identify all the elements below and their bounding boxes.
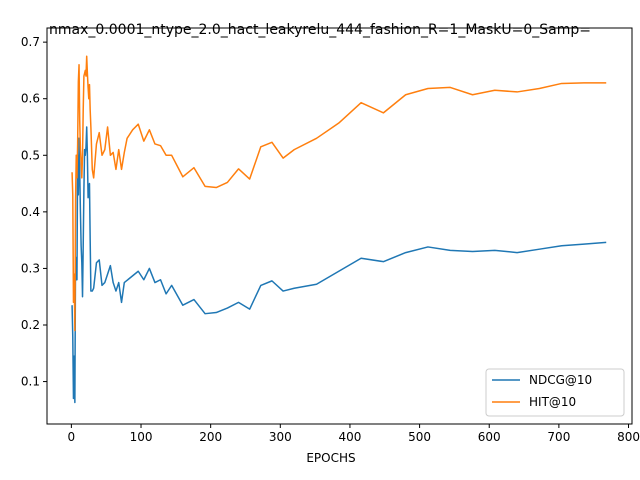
y-tick-label: 0.4 [21, 205, 40, 219]
legend-frame [485, 368, 625, 417]
x-tick-label: 300 [269, 430, 292, 444]
plot-area-frame [46, 27, 633, 425]
y-tick-label: 0.6 [21, 92, 40, 106]
x-tick-label: 500 [408, 430, 431, 444]
y-tick-label: 0.3 [21, 261, 40, 275]
chart-title: nmax_0.0001_ntype_2.0_hact_leakyrelu_444… [49, 22, 591, 38]
x-tick-label: 800 [617, 430, 640, 444]
legend-label-ndcg: NDCG@10 [529, 373, 592, 387]
x-axis-label: EPOCHS [306, 451, 355, 465]
x-tick-label: 100 [130, 430, 153, 444]
x-axis-ticks: 0 100 200 300 400 500 600 700 800 [68, 424, 640, 444]
y-tick-label: 0.1 [21, 375, 40, 389]
legend: NDCG@10 HIT@10 [485, 368, 625, 417]
legend-label-hit: HIT@10 [529, 395, 576, 409]
y-tick-label: 0.5 [21, 148, 40, 162]
y-tick-label: 0.7 [21, 35, 40, 49]
plot-lines [71, 55, 607, 404]
y-tick-label: 0.2 [21, 318, 40, 332]
y-axis-ticks: 0.1 0.2 0.3 0.4 0.5 0.6 0.7 [21, 35, 47, 389]
x-tick-label: 600 [478, 430, 501, 444]
x-tick-label: 700 [547, 430, 570, 444]
x-tick-label: 0 [68, 430, 76, 444]
series-line-ndcg-10 [71, 126, 607, 404]
x-tick-label: 200 [199, 430, 222, 444]
series-line-hit-10 [71, 55, 607, 332]
x-tick-label: 400 [338, 430, 361, 444]
